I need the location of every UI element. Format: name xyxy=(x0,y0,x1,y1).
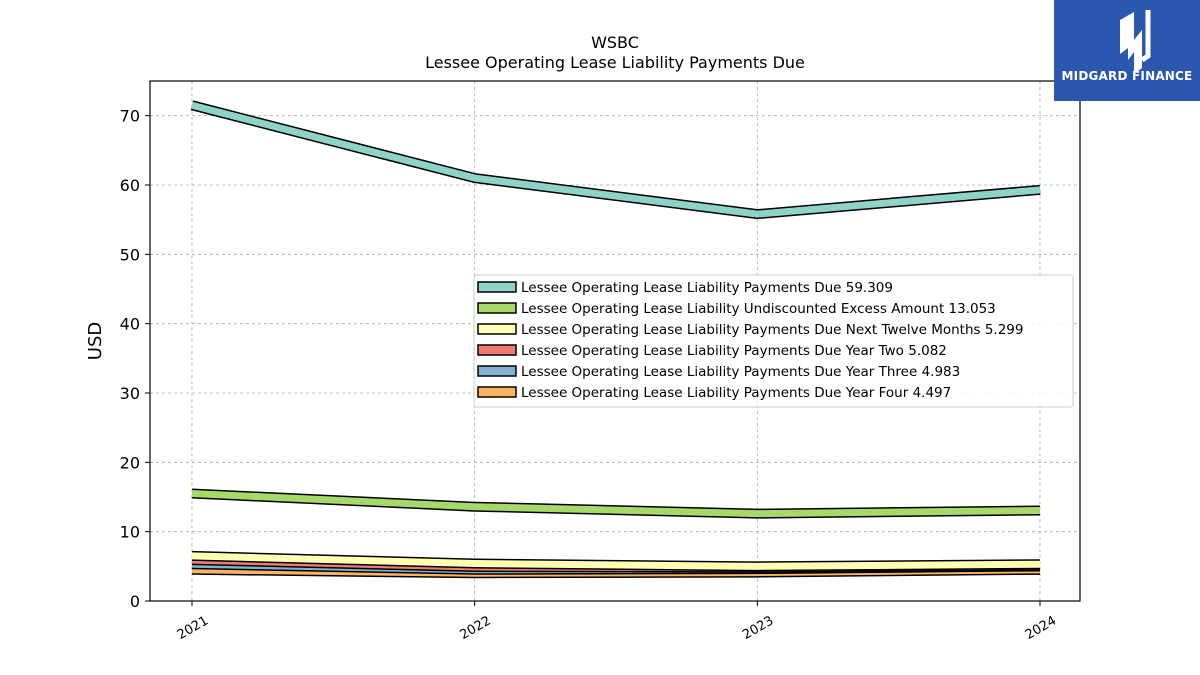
y-tick-label: 10 xyxy=(120,523,140,542)
legend-label: Lessee Operating Lease Liability Payment… xyxy=(521,280,893,296)
series-line-fill xyxy=(191,490,1041,518)
legend-swatch xyxy=(477,386,517,398)
legend-label: Lessee Operating Lease Liability Payment… xyxy=(521,385,951,401)
series-line-fill xyxy=(191,552,1041,570)
series-line-fill xyxy=(191,101,1041,218)
x-axis: 2021 2022 2023 2024 xyxy=(175,601,1059,643)
legend-swatch xyxy=(477,365,517,377)
legend-swatch xyxy=(477,323,517,335)
y-tick-label: 40 xyxy=(120,315,140,334)
legend-label: Lessee Operating Lease Liability Payment… xyxy=(521,364,960,380)
y-tick-label: 60 xyxy=(120,176,140,195)
x-tick-label: 2022 xyxy=(458,613,494,643)
y-axis: 0 10 20 30 40 50 60 70 xyxy=(120,107,150,611)
legend-box xyxy=(473,274,1074,408)
legend-item: Lessee Operating Lease Liability Payment… xyxy=(477,322,1023,338)
logo-mark-icon xyxy=(1120,10,1151,74)
y-axis-label: USD xyxy=(85,322,106,360)
chart-title: WSBC xyxy=(591,33,639,52)
legend-item: Lessee Operating Lease Liability Undisco… xyxy=(477,301,996,317)
y-tick-label: 30 xyxy=(120,384,140,403)
plot-frame xyxy=(149,80,1081,602)
y-tick-label: 0 xyxy=(130,592,140,611)
series-line xyxy=(191,550,1041,572)
legend-item: Lessee Operating Lease Liability Payment… xyxy=(477,280,893,296)
legend-label: Lessee Operating Lease Liability Undisco… xyxy=(521,301,996,317)
legend-item: Lessee Operating Lease Liability Payment… xyxy=(477,343,947,359)
legend-swatch xyxy=(477,302,517,314)
series-line xyxy=(191,488,1041,519)
y-tick-label: 20 xyxy=(120,453,140,472)
legend-label: Lessee Operating Lease Liability Payment… xyxy=(521,343,947,359)
x-tick-label: 2023 xyxy=(740,613,776,643)
series-lines xyxy=(190,100,1041,579)
legend-item: Lessee Operating Lease Liability Payment… xyxy=(477,385,951,401)
x-tick-label: 2024 xyxy=(1023,613,1059,643)
legend-label: Lessee Operating Lease Liability Payment… xyxy=(521,322,1023,338)
x-tick-label: 2021 xyxy=(175,613,211,643)
y-tick-label: 70 xyxy=(120,107,140,126)
legend-swatch xyxy=(477,281,517,293)
logo-text: MIDGARD FINANCE xyxy=(1061,69,1193,83)
chart-subtitle: Lessee Operating Lease Liability Payment… xyxy=(425,53,805,72)
series-line xyxy=(190,100,1041,220)
y-tick-label: 50 xyxy=(120,245,140,264)
legend: Lessee Operating Lease Liability Payment… xyxy=(473,274,1074,408)
midgard-finance-logo: MIDGARD FINANCE xyxy=(1054,0,1200,101)
legend-swatch xyxy=(477,344,517,356)
legend-item: Lessee Operating Lease Liability Payment… xyxy=(477,364,960,380)
